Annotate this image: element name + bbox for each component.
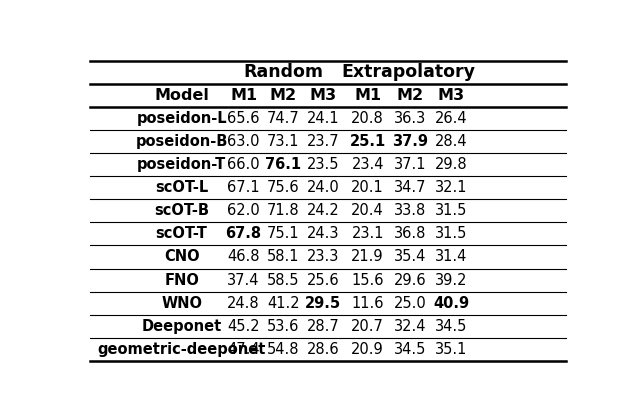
- Text: poseidon-T: poseidon-T: [137, 157, 227, 172]
- Text: 34.7: 34.7: [394, 180, 426, 195]
- Text: 29.8: 29.8: [435, 157, 467, 172]
- Text: WNO: WNO: [161, 296, 202, 311]
- Text: Deeponet: Deeponet: [141, 319, 222, 334]
- Text: 32.1: 32.1: [435, 180, 467, 195]
- Text: 45.2: 45.2: [227, 319, 260, 334]
- Text: 36.8: 36.8: [394, 226, 426, 241]
- Text: 24.1: 24.1: [307, 111, 339, 126]
- Text: M1: M1: [230, 88, 257, 103]
- Text: 23.5: 23.5: [307, 157, 339, 172]
- Text: 71.8: 71.8: [267, 203, 300, 218]
- Text: M3: M3: [310, 88, 337, 103]
- Text: 25.1: 25.1: [349, 134, 386, 149]
- Text: 63.0: 63.0: [227, 134, 260, 149]
- Text: 34.5: 34.5: [394, 342, 426, 357]
- Text: 24.2: 24.2: [307, 203, 339, 218]
- Text: 11.6: 11.6: [351, 296, 384, 311]
- Text: 23.3: 23.3: [307, 250, 339, 265]
- Text: 28.4: 28.4: [435, 134, 467, 149]
- Text: 28.6: 28.6: [307, 342, 339, 357]
- Text: 35.1: 35.1: [435, 342, 467, 357]
- Text: 15.6: 15.6: [351, 273, 384, 288]
- Text: M3: M3: [438, 88, 465, 103]
- Text: 21.9: 21.9: [351, 250, 384, 265]
- Text: 23.7: 23.7: [307, 134, 339, 149]
- Text: poseidon-B: poseidon-B: [136, 134, 228, 149]
- Text: FNO: FNO: [164, 273, 199, 288]
- Text: 58.5: 58.5: [267, 273, 300, 288]
- Text: scOT-L: scOT-L: [155, 180, 208, 195]
- Text: 32.4: 32.4: [394, 319, 426, 334]
- Text: CNO: CNO: [164, 250, 200, 265]
- Text: 34.5: 34.5: [435, 319, 467, 334]
- Text: 29.5: 29.5: [305, 296, 341, 311]
- Text: 47.4: 47.4: [227, 342, 260, 357]
- Text: 20.7: 20.7: [351, 319, 384, 334]
- Text: 29.6: 29.6: [394, 273, 426, 288]
- Text: 20.9: 20.9: [351, 342, 384, 357]
- Text: 74.7: 74.7: [267, 111, 300, 126]
- Text: Extrapolatory: Extrapolatory: [342, 63, 476, 81]
- Text: 25.0: 25.0: [394, 296, 426, 311]
- Text: 36.3: 36.3: [394, 111, 426, 126]
- Text: 67.1: 67.1: [227, 180, 260, 195]
- Text: 31.5: 31.5: [435, 203, 467, 218]
- Text: 31.4: 31.4: [435, 250, 467, 265]
- Text: M2: M2: [270, 88, 297, 103]
- Text: 75.6: 75.6: [267, 180, 300, 195]
- Text: 76.1: 76.1: [266, 157, 301, 172]
- Text: 73.1: 73.1: [267, 134, 300, 149]
- Text: 25.6: 25.6: [307, 273, 339, 288]
- Text: 58.1: 58.1: [267, 250, 300, 265]
- Text: Model: Model: [154, 88, 209, 103]
- Text: geometric-deeponet: geometric-deeponet: [97, 342, 266, 357]
- Text: 37.4: 37.4: [227, 273, 260, 288]
- Text: 20.1: 20.1: [351, 180, 384, 195]
- Text: M2: M2: [396, 88, 424, 103]
- Text: 46.8: 46.8: [227, 250, 260, 265]
- Text: 62.0: 62.0: [227, 203, 260, 218]
- Text: M1: M1: [354, 88, 381, 103]
- Text: 65.6: 65.6: [227, 111, 260, 126]
- Text: Random: Random: [243, 63, 323, 81]
- Text: 20.8: 20.8: [351, 111, 384, 126]
- Text: 54.8: 54.8: [267, 342, 300, 357]
- Text: 41.2: 41.2: [267, 296, 300, 311]
- Text: 33.8: 33.8: [394, 203, 426, 218]
- Text: 53.6: 53.6: [267, 319, 300, 334]
- Text: poseidon-L: poseidon-L: [136, 111, 227, 126]
- Text: 67.8: 67.8: [226, 226, 262, 241]
- Text: scOT-B: scOT-B: [154, 203, 209, 218]
- Text: 31.5: 31.5: [435, 226, 467, 241]
- Text: 24.0: 24.0: [307, 180, 339, 195]
- Text: 23.4: 23.4: [351, 157, 384, 172]
- Text: 75.1: 75.1: [267, 226, 300, 241]
- Text: 23.1: 23.1: [351, 226, 384, 241]
- Text: 39.2: 39.2: [435, 273, 467, 288]
- Text: 37.1: 37.1: [394, 157, 426, 172]
- Text: 26.4: 26.4: [435, 111, 467, 126]
- Text: 40.9: 40.9: [433, 296, 469, 311]
- Text: 20.4: 20.4: [351, 203, 384, 218]
- Text: 28.7: 28.7: [307, 319, 339, 334]
- Text: 66.0: 66.0: [227, 157, 260, 172]
- Text: 37.9: 37.9: [392, 134, 428, 149]
- Text: scOT-T: scOT-T: [156, 226, 207, 241]
- Text: 35.4: 35.4: [394, 250, 426, 265]
- Text: 24.8: 24.8: [227, 296, 260, 311]
- Text: 24.3: 24.3: [307, 226, 339, 241]
